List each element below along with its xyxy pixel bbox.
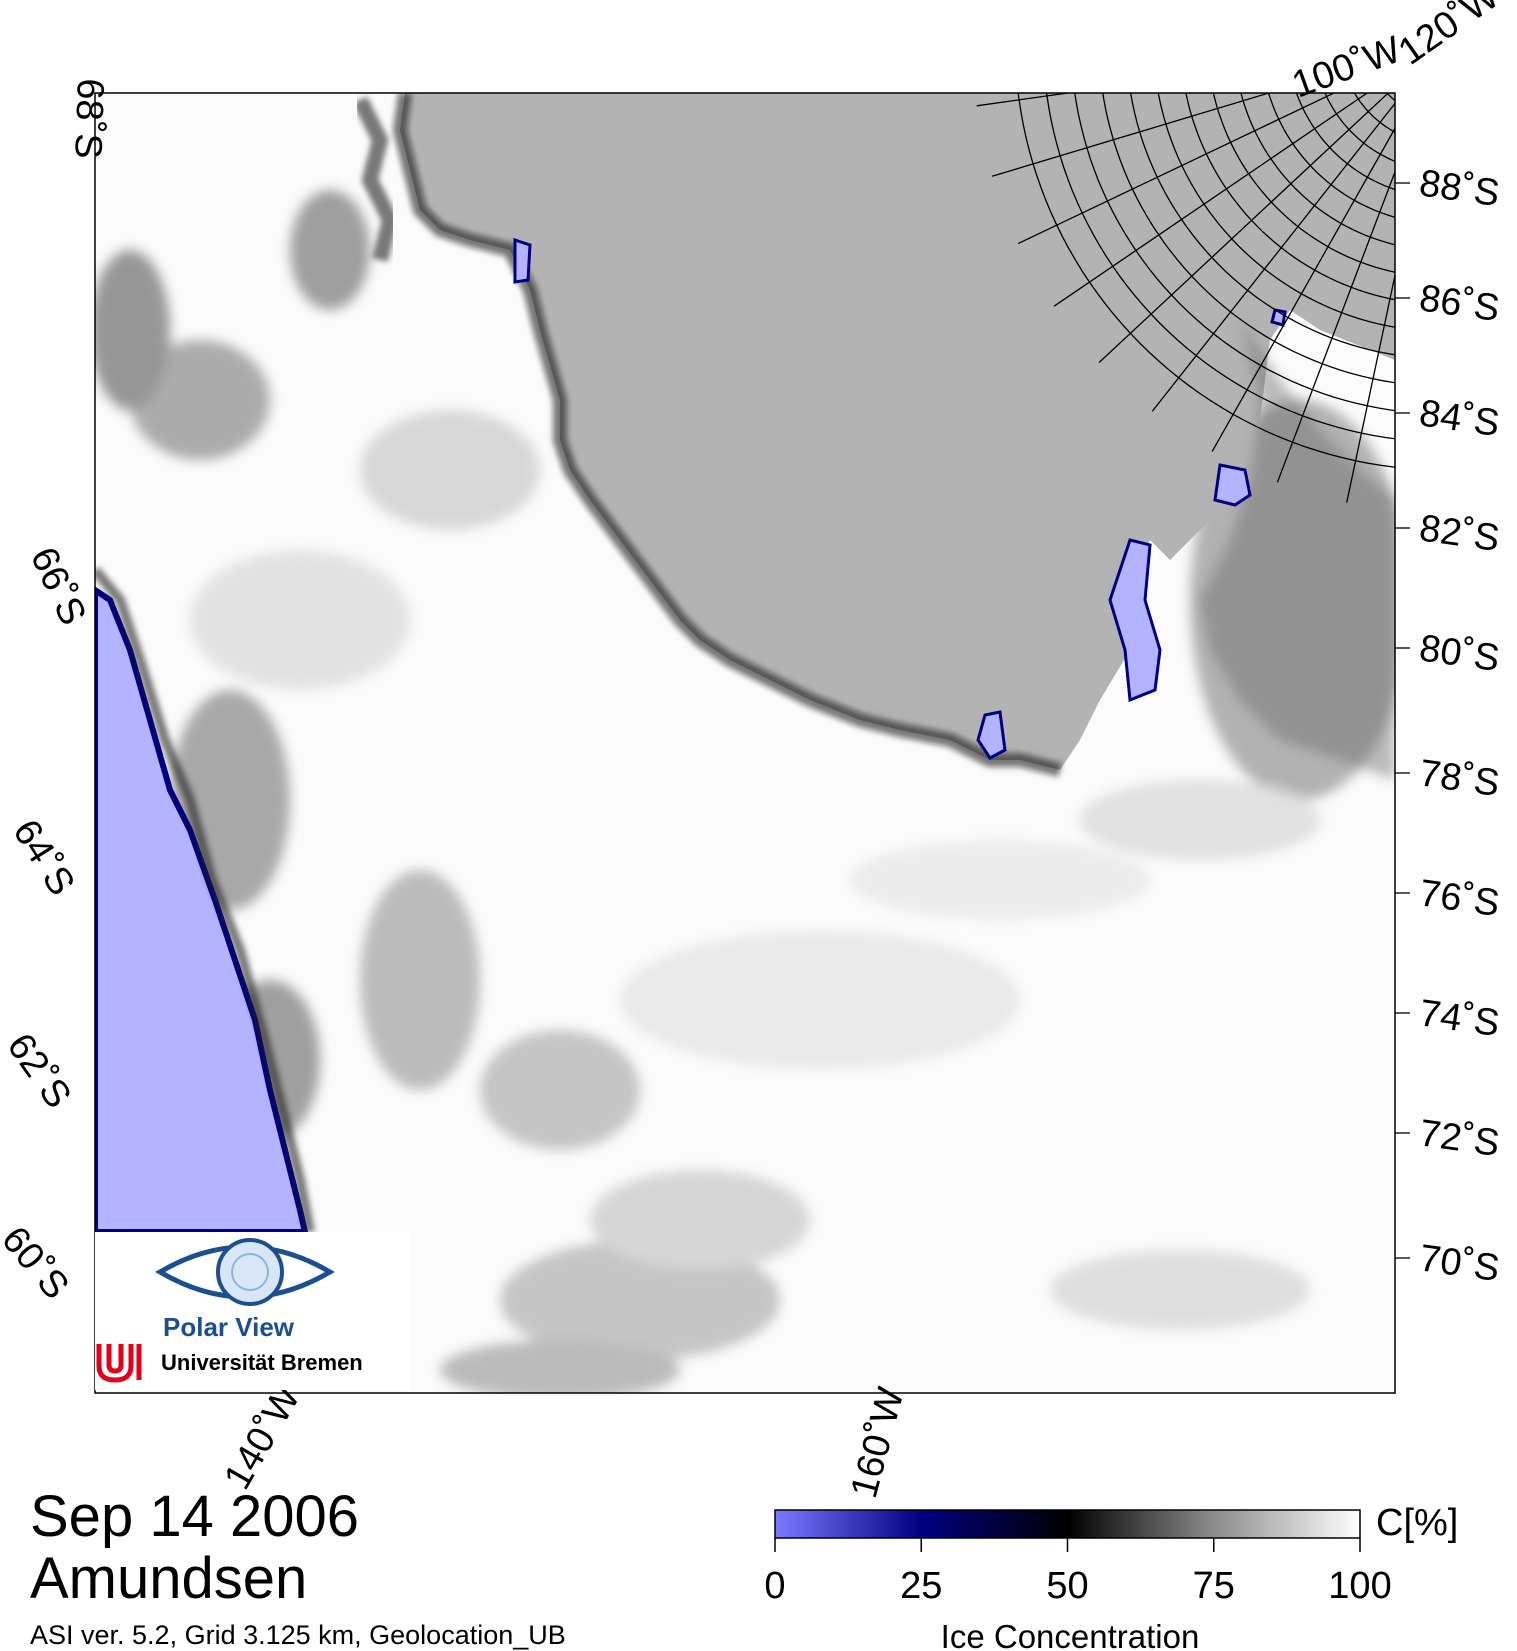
meridian-line <box>996 0 1440 38</box>
latitude-label: 76˚S <box>1417 872 1502 925</box>
meridian-line <box>979 0 1440 39</box>
map-area <box>95 0 1517 1393</box>
open-water-region <box>95 586 309 1235</box>
map-date: Sep 14 2006 <box>30 1484 359 1549</box>
graticule <box>976 0 1517 503</box>
longitude-label: 160˚W <box>843 1383 913 1502</box>
latitude-label: 88˚S <box>1417 162 1502 215</box>
land-region <box>400 93 1395 770</box>
meridian-line <box>1151 102 1395 412</box>
meridian-line <box>1024 0 1441 38</box>
longitude-label: 120˚W <box>1391 0 1507 73</box>
latitude-label: 74˚S <box>1417 992 1502 1045</box>
latitude-label: 80˚S <box>1417 627 1502 680</box>
colorbar-ticks: 0 25 50 75 100 <box>764 1538 1392 1607</box>
latitude-label: 82˚S <box>1417 507 1502 560</box>
colorbar: 0 25 50 75 100 C[%] Ice Concentration <box>764 1502 1458 1651</box>
colorbar-tick-label: 75 <box>1193 1565 1235 1607</box>
map-frame <box>94 92 1396 1394</box>
latitude-label: 66˚S <box>22 541 94 632</box>
region-name: Amundsen <box>30 1546 308 1611</box>
latitude-label: 84˚S <box>1417 392 1502 445</box>
polynya-patch <box>513 237 532 284</box>
meridian-line <box>1211 127 1395 452</box>
colorbar-gradient <box>774 1509 1361 1539</box>
meridian-line <box>1053 93 1369 307</box>
colorbar-tick-label: 100 <box>1328 1565 1391 1607</box>
polynya-patch <box>1108 538 1162 703</box>
logo-line1: Polar View <box>163 1312 295 1342</box>
eye-logo-icon <box>155 1238 335 1306</box>
colorbar-tick-label: 25 <box>900 1565 942 1607</box>
longitude-label: 140˚W <box>216 1378 308 1496</box>
meridian-line <box>991 93 1272 177</box>
latitude-label: 78˚S <box>1417 752 1502 805</box>
latitude-label: 60˚S <box>0 1219 77 1307</box>
polynya-patch <box>1213 463 1252 507</box>
latitude-label: 86˚S <box>1417 277 1502 330</box>
colorbar-tick-label: 0 <box>764 1565 785 1607</box>
meridian-line <box>976 93 1073 107</box>
latitude-label: 64˚S <box>4 813 82 903</box>
colorbar-title: Ice Concentration <box>941 1618 1200 1651</box>
colorbar-unit: C[%] <box>1376 1502 1458 1544</box>
latitude-label: 70˚S <box>1417 1237 1502 1290</box>
latitude-label: 68˚S <box>66 78 111 160</box>
algorithm-info: ASI ver. 5.2, Grid 3.125 km, Geolocation… <box>30 1620 566 1650</box>
meridian-line <box>1276 170 1395 483</box>
colorbar-tick-label: 50 <box>1046 1565 1088 1607</box>
latitude-label: 62˚S <box>0 1026 79 1116</box>
meridian-line <box>1017 93 1336 245</box>
meridian-line <box>1448 45 1517 443</box>
university-logo-icon <box>96 1344 142 1383</box>
polynya-patch <box>976 710 1007 760</box>
logo-line2: Universität Bremen <box>161 1350 363 1375</box>
latitude-label: 72˚S <box>1417 1112 1502 1165</box>
polar-view-logo: Polar View Universität Bremen <box>95 1232 410 1390</box>
meridian-line <box>1098 93 1390 363</box>
meridian-line <box>1346 272 1395 503</box>
latitude-labels-right: 88˚S 86˚S 84˚S 82˚S 80˚S 78˚S 76˚S 74˚S 72˚S 70˚S <box>1395 162 1502 1290</box>
